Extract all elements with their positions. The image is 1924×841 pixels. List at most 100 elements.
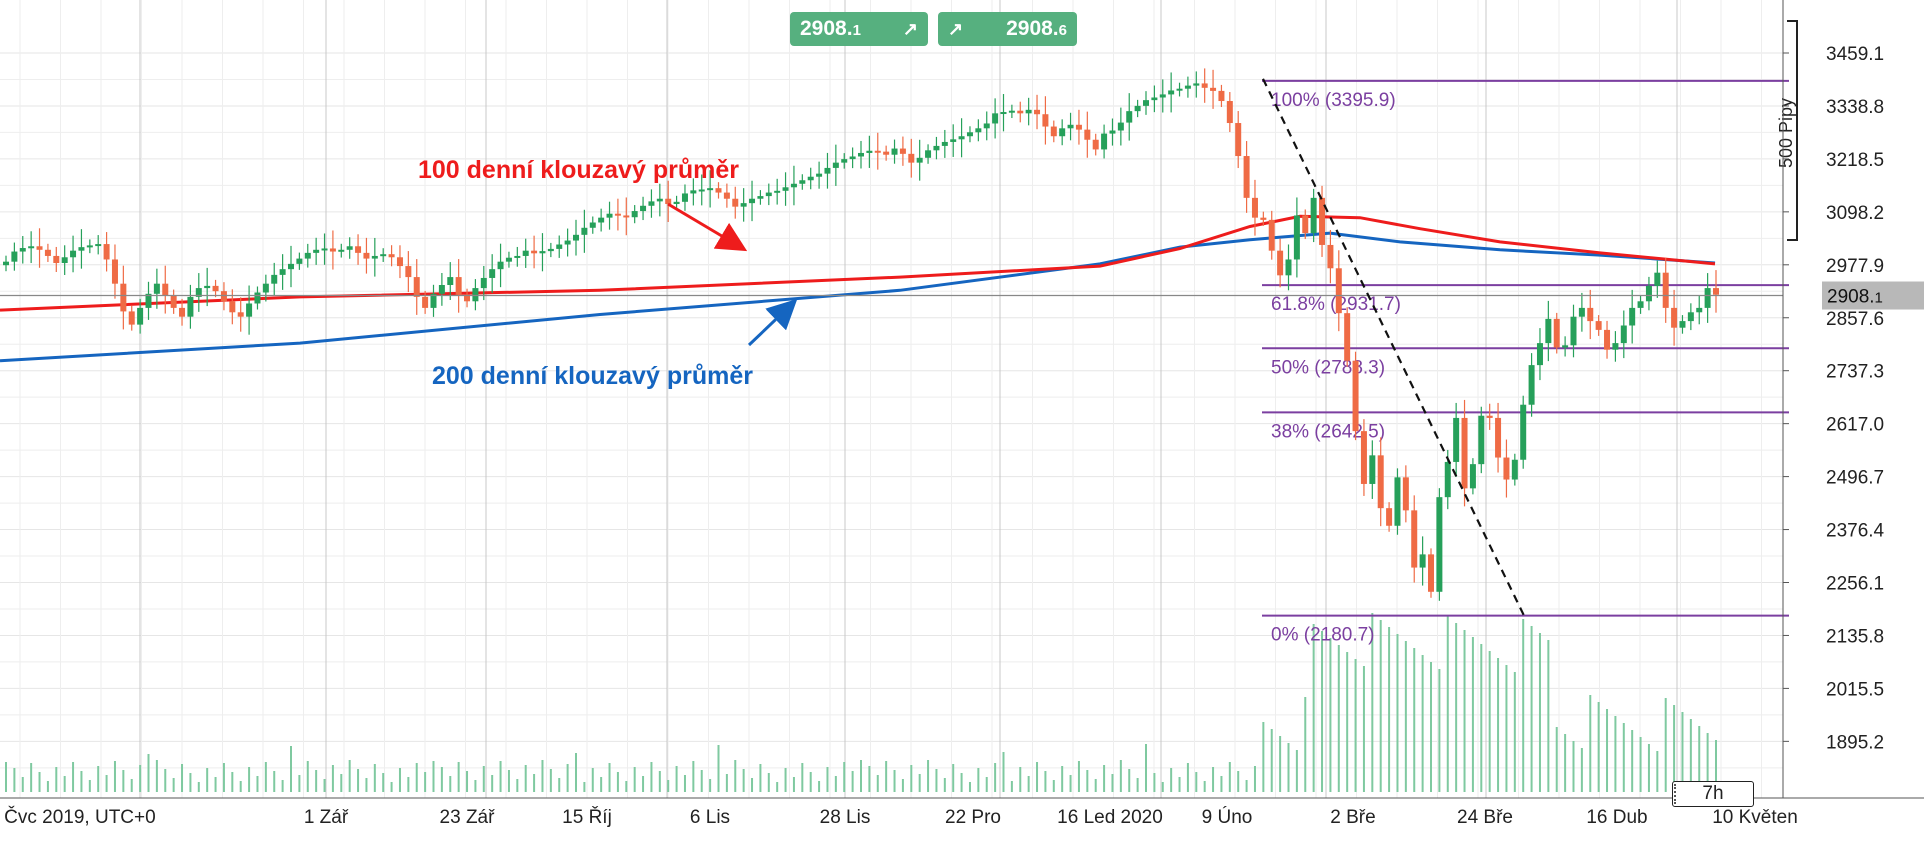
candle-body — [665, 198, 672, 205]
volume-bar — [290, 746, 292, 792]
candle-body — [70, 250, 77, 258]
candle-body — [380, 254, 387, 257]
candle-body — [1520, 404, 1527, 460]
volume-bar — [331, 765, 334, 792]
volume-bar — [164, 769, 167, 792]
y-tick-label: 2496.7 — [1826, 468, 1884, 489]
candle-body — [681, 193, 688, 202]
candle-body — [405, 266, 412, 278]
volume-bar — [415, 763, 418, 792]
volume-bar — [1446, 616, 1449, 792]
candle-body — [1528, 365, 1535, 405]
volume-bar — [1052, 780, 1055, 792]
ma100-annotation: 100 denní klouzavý průměr — [418, 156, 739, 184]
volume-bar — [231, 772, 234, 792]
candle-body — [413, 277, 420, 297]
candle-body — [547, 248, 554, 252]
volume-bar — [600, 777, 603, 792]
volume-bar — [709, 779, 712, 792]
volume-bar — [1631, 730, 1634, 792]
volume-bar — [239, 781, 242, 792]
candle-body — [1302, 215, 1309, 234]
volume-bar — [46, 781, 49, 792]
y-tick-label: 2857.6 — [1826, 309, 1884, 330]
fibonacci-levels[interactable]: 100% (3395.9)61.8% (2931.7)50% (2788.3)3… — [1262, 79, 1789, 646]
candle-body — [707, 188, 714, 191]
candle-body — [539, 251, 546, 254]
candle-body — [128, 311, 135, 325]
candle-body — [1008, 110, 1015, 113]
candle-body — [749, 198, 756, 204]
candle-body — [480, 277, 487, 289]
candle-body — [246, 303, 253, 317]
volume-bar — [1228, 762, 1231, 792]
fib-level-label: 38% (2642.5) — [1271, 421, 1385, 442]
candle-body — [346, 246, 353, 250]
candle-body — [983, 123, 990, 129]
candle-body — [1428, 554, 1434, 592]
volume-bar — [390, 782, 393, 792]
volume-bar — [893, 770, 896, 792]
candle-body — [874, 150, 881, 153]
buy-button[interactable]: ↗ 2908.6 — [938, 12, 1077, 46]
candle-body — [1268, 219, 1275, 251]
volume-bar — [449, 776, 452, 792]
volume-bar — [1153, 773, 1156, 792]
volume-bar — [901, 779, 904, 792]
volume-bar — [650, 762, 653, 792]
current-price-label: 2908.1 — [1827, 287, 1883, 308]
candle-body — [455, 277, 462, 295]
y-tick-label: 2737.3 — [1826, 362, 1884, 383]
ma100-arrow-icon — [667, 202, 748, 252]
volume-bar — [298, 775, 301, 792]
volume-bar — [97, 766, 100, 792]
volume-bar — [994, 763, 997, 792]
candle-body — [145, 293, 152, 308]
volume-bar — [742, 769, 745, 792]
timeframe-selector[interactable]: 7h — [1672, 781, 1754, 807]
candle-body — [941, 141, 948, 146]
volume-bar — [1077, 761, 1080, 792]
volume-bar — [172, 778, 175, 792]
drag-handle-icon[interactable] — [1674, 784, 1684, 804]
candle-body — [505, 257, 512, 262]
candle-body — [1360, 431, 1367, 484]
volume-bar — [784, 768, 787, 792]
y-tick-label: 1895.2 — [1826, 732, 1884, 753]
volume-bar — [776, 782, 779, 792]
candle-body — [1000, 112, 1007, 115]
candle-body — [723, 192, 730, 199]
volume-bar — [516, 779, 519, 792]
volume-bar — [918, 774, 921, 792]
candle-body — [388, 254, 395, 258]
volume-bar — [432, 761, 435, 792]
volume-bar — [1606, 709, 1609, 792]
volume-bar — [1421, 655, 1424, 792]
candle-body — [170, 295, 177, 308]
sell-button[interactable]: 2908.1 ↗ — [790, 12, 928, 46]
volume-bar — [675, 766, 678, 792]
candle-body — [19, 248, 26, 252]
volume-bar — [1547, 640, 1550, 792]
candle-body — [1369, 455, 1376, 484]
candle-body — [1402, 477, 1409, 511]
candle-body — [1503, 457, 1510, 480]
candle-body — [1629, 307, 1636, 326]
volume-bar — [767, 773, 770, 792]
x-tick-label: 28 Lis — [820, 807, 871, 828]
volume-bar — [541, 760, 544, 792]
volume-bar — [717, 745, 720, 792]
candle-body — [1310, 197, 1317, 234]
candle-body — [1277, 250, 1284, 276]
volume-bar — [1178, 777, 1181, 792]
volume-bar — [1589, 695, 1592, 792]
volume-bar — [868, 766, 871, 792]
candle-body — [1344, 313, 1351, 361]
volume-bar — [1086, 770, 1089, 792]
candle-body — [975, 128, 982, 133]
volume-bar — [1396, 634, 1399, 792]
volume-bar — [306, 761, 309, 792]
candle-body — [288, 263, 294, 270]
